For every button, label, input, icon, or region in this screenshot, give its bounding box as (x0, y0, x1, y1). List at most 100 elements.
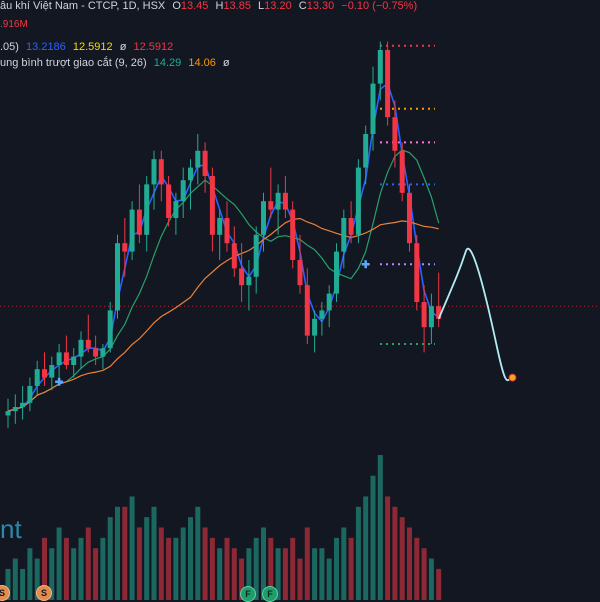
volume-bar (355, 506, 361, 600)
candle-body (355, 167, 361, 235)
volume-bar (100, 537, 106, 600)
volume-bar (63, 537, 69, 600)
hide-icon[interactable]: ø (222, 57, 230, 69)
bb-value-2: 12.5912 (72, 41, 113, 53)
candle-body (5, 411, 11, 416)
close-label: C (298, 0, 307, 12)
candle-body (304, 285, 310, 336)
volume-bar (377, 455, 383, 600)
volume-bar (188, 517, 193, 600)
hide-icon[interactable]: ø (119, 41, 127, 53)
volume-bar (363, 496, 369, 600)
candle-body (12, 407, 18, 412)
ma-fast-value: 14.29 (153, 57, 182, 69)
volume-bar (231, 548, 237, 600)
candle-body (122, 243, 128, 252)
volume-bar (261, 527, 266, 600)
volume-bar (312, 548, 318, 600)
symbol-title: âu khí Việt Nam - CTCP, 1D, HSX (0, 0, 166, 12)
candle-body (188, 167, 193, 181)
volume-bar (224, 537, 230, 600)
cross-markers (55, 260, 370, 386)
candle-body (144, 184, 150, 235)
volume-bar (202, 527, 208, 600)
candle-body (166, 184, 172, 218)
volume-bar (282, 548, 288, 600)
ma-cross-name: ung bình trượt giao cắt (9, 26) (0, 57, 147, 69)
candle-body (173, 201, 179, 218)
moving-average-line (7, 149, 440, 412)
moving-average-line (7, 217, 439, 412)
candle-body (428, 306, 434, 328)
candle-body (253, 234, 259, 277)
volume-bar (27, 548, 33, 600)
event-badge-f[interactable]: F (262, 586, 278, 602)
volume-bar (297, 558, 303, 600)
change-value: −0.10 (−0.75%) (341, 0, 418, 12)
candle-body (319, 310, 325, 319)
volume-bar (275, 548, 281, 600)
candle-body (231, 243, 237, 269)
high-label: H (215, 0, 224, 12)
candle-body (334, 251, 339, 294)
candle-body (107, 310, 113, 349)
volume-bar (304, 527, 310, 600)
candle-body (20, 402, 26, 407)
candle-body (312, 318, 318, 336)
candle-body (399, 150, 405, 193)
volume-bar (136, 527, 142, 600)
candle-body (290, 209, 296, 260)
candle-body (268, 201, 274, 210)
candle-body (377, 50, 383, 84)
volume-bar (209, 537, 215, 600)
candle-body (436, 306, 442, 319)
volume-bar (421, 548, 427, 600)
volume-bar (290, 537, 296, 600)
candle-body (56, 352, 62, 365)
volume-bar (107, 517, 113, 600)
candle-body (217, 218, 223, 235)
event-badge-s[interactable]: S (36, 585, 52, 601)
candle-body (63, 352, 69, 365)
candle-body (49, 365, 55, 378)
candle-body (78, 339, 84, 357)
volume-bar (348, 537, 354, 600)
candle-body (180, 180, 186, 202)
open-value: 13.45 (180, 0, 209, 12)
candle-body (209, 176, 215, 235)
ma-slow-value: 14.06 (188, 57, 216, 69)
candle-body (348, 218, 354, 235)
candle-body (392, 117, 398, 151)
candle-body (42, 369, 47, 378)
candle-body (421, 302, 427, 328)
candle-body (341, 218, 347, 252)
candle-body (414, 243, 420, 302)
bb-value-1: 13.2186 (26, 41, 66, 53)
bb-legend[interactable]: .05) 13.2186 12.5912 ø 12.5912 (0, 41, 173, 53)
volume-bar (428, 558, 434, 600)
forecast-curve (437, 248, 513, 382)
candle-body (100, 348, 106, 357)
candle-body (407, 192, 412, 244)
candle-body (85, 339, 91, 349)
bb-params: .05) (0, 41, 19, 53)
volume-bar (326, 558, 332, 600)
candle-body (136, 209, 142, 235)
volume-bar (217, 548, 223, 600)
volume-bar (122, 506, 128, 600)
volume-bar (20, 568, 26, 600)
ma-cross-legend[interactable]: ung bình trượt giao cắt (9, 26) 14.29 14… (0, 57, 230, 69)
volume-bar (56, 527, 62, 600)
candle-body (129, 209, 135, 252)
cross-marker (361, 260, 370, 269)
close-value: 13.30 (306, 0, 335, 12)
cross-marker (55, 377, 64, 386)
candles (5, 41, 442, 428)
bb-value-3: 12.5912 (133, 41, 174, 53)
volume-bar (334, 537, 339, 600)
candle-body (261, 201, 266, 235)
candle-body (34, 369, 40, 386)
volume-bar (180, 527, 186, 600)
volume-bar (253, 537, 259, 600)
